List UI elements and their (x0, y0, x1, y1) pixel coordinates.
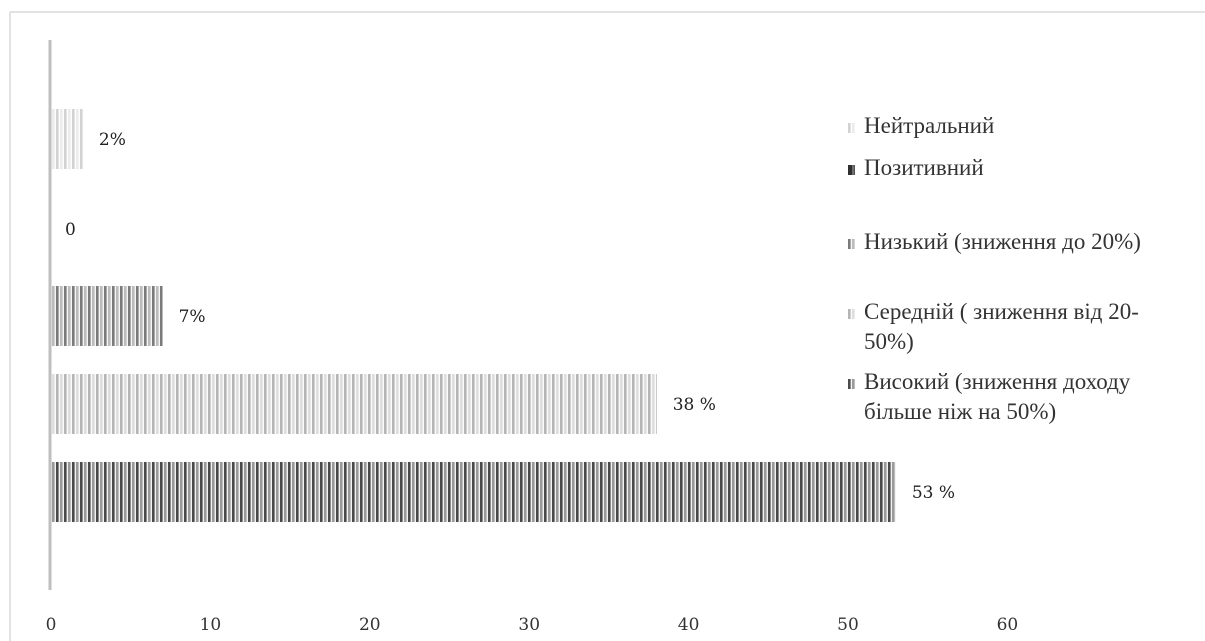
legend-item-3: Низький (зниження до 20%) (848, 229, 1141, 254)
bar-1 (51, 462, 896, 522)
legend-item-5: Високий (зниження доходу більше ніж на 50… (848, 369, 1131, 424)
legend-label: 50%) (864, 329, 914, 354)
legend-item-4: Середній ( зниження від 20- 50%) (848, 299, 1139, 354)
legend-swatch (848, 123, 855, 133)
x-tick-label: 40 (678, 615, 700, 635)
x-axis-tick-labels: 0 10 20 30 40 50 60 (46, 615, 1019, 635)
bar-5 (51, 109, 83, 169)
legend-item-1: Нейтральний (848, 113, 994, 138)
data-label-3: 7% (179, 307, 206, 327)
data-label-1: 53 % (912, 483, 955, 503)
legend-swatch (848, 165, 855, 175)
data-labels-layer: 53 % 38 % 7% 0 2% (65, 130, 955, 503)
x-tick-label: 30 (518, 615, 540, 635)
x-tick-label: 10 (200, 615, 222, 635)
legend: Нейтральний Позитивний Низький (зниження д… (848, 113, 1141, 424)
x-tick-label: 20 (359, 615, 381, 635)
legend-label: Позитивний (864, 155, 984, 180)
data-label-4: 0 (65, 220, 76, 240)
bars-layer (51, 109, 896, 522)
legend-label: Середній ( зниження від 20- (864, 299, 1139, 324)
legend-swatch (848, 309, 855, 319)
x-tick-label: 60 (997, 615, 1019, 635)
legend-label: Високий (зниження доходу (864, 369, 1131, 394)
legend-swatch (848, 379, 855, 389)
x-tick-label: 50 (837, 615, 859, 635)
legend-label: більше ніж на 50%) (864, 399, 1056, 424)
legend-label: Нейтральний (864, 113, 994, 138)
legend-label: Низький (зниження до 20%) (864, 229, 1141, 254)
bar-2 (51, 374, 657, 434)
data-label-5: 2% (99, 130, 126, 150)
bar-3 (51, 286, 163, 346)
x-tick-label: 0 (46, 615, 57, 635)
legend-swatch (848, 239, 855, 249)
legend-item-2: Позитивний (848, 155, 984, 180)
data-label-2: 38 % (673, 395, 716, 415)
